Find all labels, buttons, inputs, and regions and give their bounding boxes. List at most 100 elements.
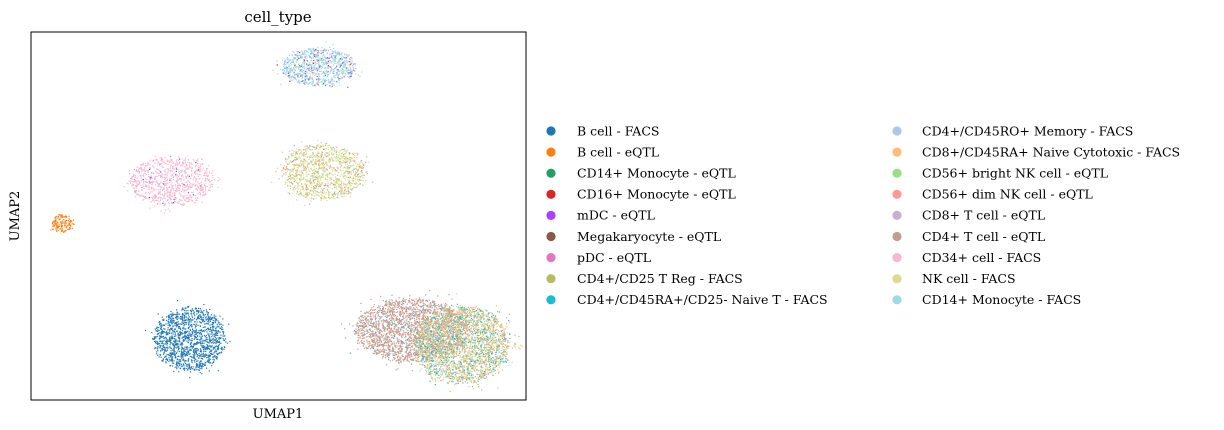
scatter-point — [182, 188, 184, 191]
scatter-point — [168, 320, 170, 323]
scatter-point — [321, 169, 323, 171]
scatter-point — [194, 324, 196, 326]
scatter-point — [318, 168, 320, 170]
scatter-point — [320, 154, 322, 157]
scatter-point — [297, 151, 299, 153]
scatter-point — [364, 325, 366, 327]
scatter-point — [163, 204, 165, 207]
scatter-point — [123, 185, 125, 188]
scatter-point — [194, 330, 196, 332]
scatter-point — [163, 324, 166, 326]
scatter-point — [190, 335, 192, 337]
scatter-point — [213, 336, 215, 338]
scatter-point — [159, 198, 161, 200]
scatter-point — [325, 167, 328, 170]
scatter-point — [325, 184, 327, 187]
scatter-point — [155, 351, 158, 353]
scatter-point — [333, 148, 335, 150]
scatter-point — [190, 356, 192, 358]
scatter-point — [316, 53, 318, 56]
scatter-point — [196, 335, 199, 337]
scatter-point — [408, 355, 410, 357]
scatter-point — [181, 307, 184, 309]
scatter-point — [168, 210, 171, 212]
scatter-point — [326, 173, 328, 175]
scatter-point — [132, 183, 134, 186]
scatter-point — [321, 61, 323, 64]
scatter-point — [206, 323, 208, 325]
scatter-point — [337, 76, 339, 78]
scatter-point — [441, 304, 443, 306]
scatter-point — [310, 156, 312, 158]
scatter-point — [307, 83, 309, 85]
scatter-point — [218, 326, 220, 328]
scatter-point — [148, 189, 150, 191]
scatter-point — [204, 329, 206, 331]
scatter-point — [310, 168, 312, 170]
scatter-point — [289, 176, 292, 178]
scatter-point — [219, 352, 221, 354]
scatter-point — [336, 157, 338, 159]
scatter-point — [173, 360, 175, 362]
scatter-point — [198, 170, 201, 172]
scatter-point — [170, 187, 172, 189]
scatter-point — [323, 184, 325, 186]
scatter-point — [366, 173, 368, 175]
scatter-point — [406, 307, 408, 309]
scatter-point — [64, 230, 66, 232]
scatter-point — [467, 323, 469, 326]
scatter-point — [297, 165, 299, 167]
scatter-point — [333, 168, 336, 170]
scatter-point — [308, 179, 310, 182]
scatter-point — [299, 66, 301, 68]
scatter-point — [308, 167, 310, 169]
scatter-point — [213, 326, 215, 328]
scatter-point — [296, 174, 298, 177]
scatter-point — [346, 177, 348, 179]
scatter-point — [154, 328, 157, 330]
scatter-point — [191, 308, 193, 310]
scatter-point — [176, 344, 178, 346]
scatter-point — [347, 171, 349, 173]
scatter-point — [161, 189, 164, 192]
scatter-point — [54, 219, 57, 222]
scatter-point — [163, 352, 165, 354]
scatter-point — [204, 188, 207, 190]
scatter-point — [333, 57, 336, 59]
scatter-point — [179, 330, 181, 333]
scatter-point — [310, 57, 313, 59]
scatter-point — [296, 73, 298, 76]
scatter-point — [159, 332, 161, 334]
scatter-point — [405, 315, 407, 317]
scatter-point — [361, 167, 363, 170]
scatter-point — [55, 224, 58, 226]
scatter-point — [182, 368, 185, 370]
scatter-point — [333, 84, 335, 86]
scatter-point — [349, 58, 351, 60]
scatter-point — [173, 313, 175, 316]
scatter-point — [202, 365, 204, 367]
scatter-point — [301, 67, 304, 69]
scatter-point — [199, 349, 202, 351]
scatter-point — [304, 166, 307, 168]
scatter-point — [360, 170, 362, 173]
scatter-point — [175, 357, 177, 359]
scatter-point — [322, 64, 324, 66]
scatter-point — [167, 324, 169, 326]
scatter-point — [325, 183, 327, 185]
scatter-point — [194, 347, 196, 350]
scatter-point — [165, 189, 168, 191]
scatter-point — [165, 337, 167, 339]
scatter-point — [181, 357, 183, 359]
scatter-point — [313, 163, 315, 166]
scatter-point — [158, 201, 160, 203]
scatter-point — [159, 189, 161, 191]
scatter-point — [309, 192, 311, 194]
scatter-point — [344, 171, 347, 173]
scatter-point — [321, 65, 323, 67]
scatter-point — [178, 163, 180, 165]
scatter-point — [319, 157, 321, 159]
scatter-point — [299, 179, 301, 182]
scatter-point — [177, 334, 179, 336]
